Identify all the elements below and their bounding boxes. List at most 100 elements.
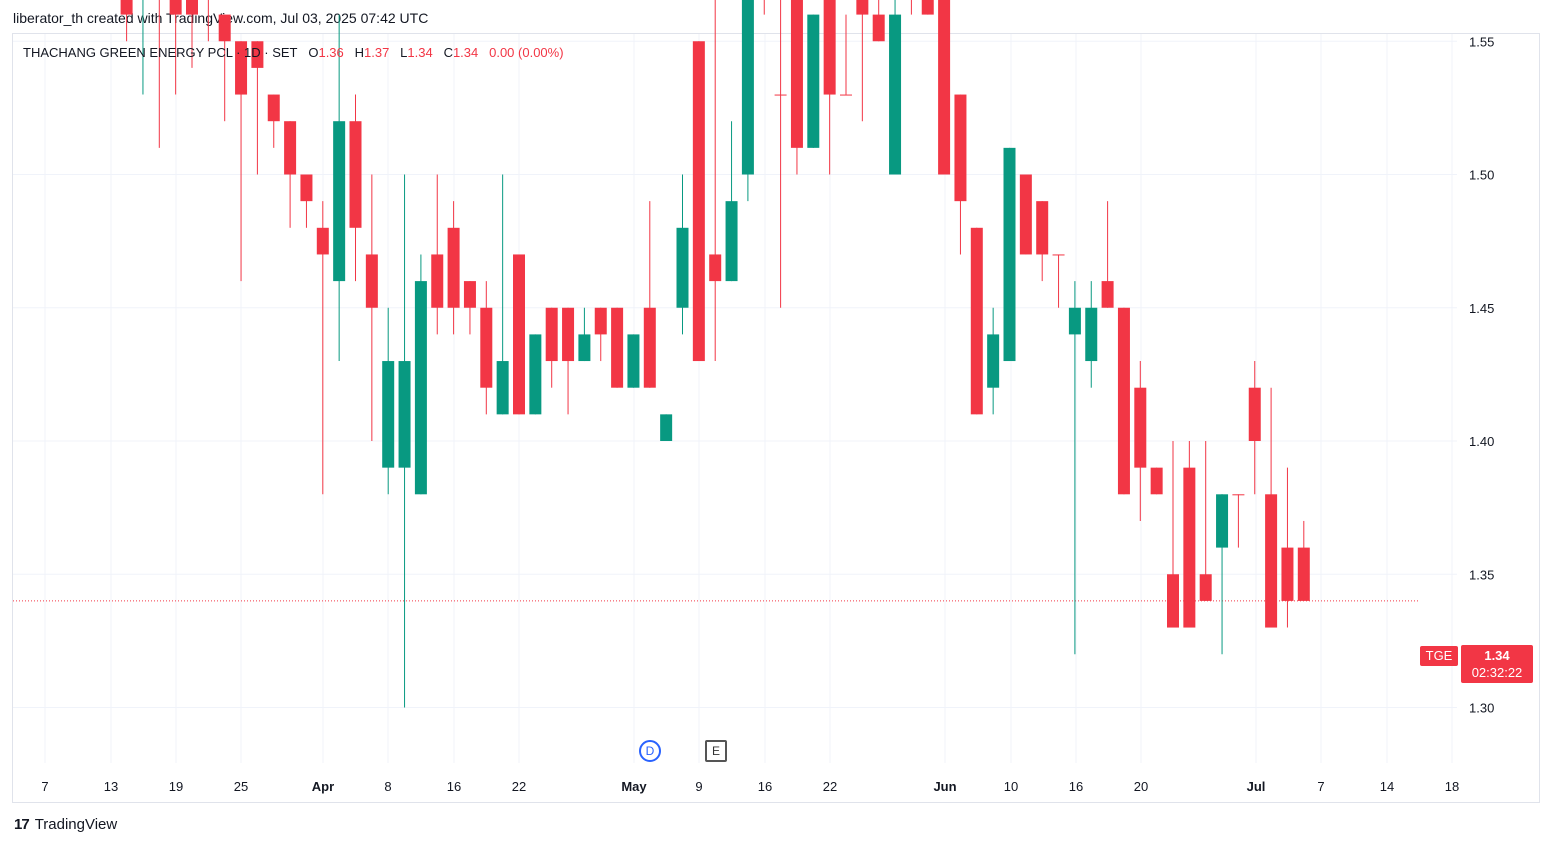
candle-body (676, 227, 689, 308)
candle-body (513, 254, 525, 415)
x-tick-label: Jul (1247, 779, 1266, 794)
candle-body (431, 254, 444, 308)
candle-body (1134, 387, 1147, 468)
y-tick-label: 1.50 (1469, 168, 1494, 183)
candle-body (1248, 387, 1261, 441)
x-tick-label: 8 (384, 779, 391, 794)
earnings-event-icon[interactable]: E (705, 740, 727, 762)
candle-body (921, 0, 934, 15)
candle-body (382, 361, 395, 468)
candle-body (1216, 494, 1229, 548)
tradingview-logo[interactable]: 17 TradingView (14, 816, 117, 833)
candle-body (1265, 494, 1278, 628)
candle-body (627, 334, 640, 388)
candle-body (578, 334, 591, 362)
legend-symbol[interactable]: THACHANG GREEN ENERGY PCL · 1D · SET (23, 45, 298, 60)
y-tick-label: 1.35 (1469, 567, 1494, 582)
legend-close-value: 1.34 (452, 45, 479, 60)
candle-body (1199, 574, 1212, 601)
candle-body (1183, 467, 1196, 628)
ohlc-legend: THACHANG GREEN ENERGY PCL · 1D · SET O1.… (23, 45, 564, 60)
candle-body (594, 307, 607, 335)
candle-body (840, 94, 852, 96)
candle-body (790, 0, 803, 148)
x-tick-label: May (621, 779, 647, 794)
x-tick-label: 18 (1445, 779, 1459, 794)
x-tick-label: 25 (234, 779, 248, 794)
x-tick-label: Jun (933, 779, 956, 794)
x-tick-label: 16 (1069, 779, 1083, 794)
candle-body (120, 0, 133, 15)
candle-body (1281, 547, 1294, 601)
candle-body (643, 307, 656, 388)
candle-body (1003, 147, 1016, 362)
candle-body (447, 227, 460, 308)
candle-body (496, 361, 509, 415)
candle-body (1085, 307, 1098, 362)
candle-body (1167, 574, 1179, 628)
candle-body (235, 41, 248, 95)
legend-low-value: 1.34 (407, 45, 433, 60)
candle-body (872, 14, 885, 42)
candle-body (349, 121, 362, 228)
x-tick-label: 13 (104, 779, 118, 794)
legend-high-value: 1.37 (364, 45, 390, 60)
candle-body (480, 307, 493, 388)
legend-change: 0.00 (0.00%) (489, 45, 564, 60)
candle-body (709, 254, 722, 282)
candle-body (398, 361, 411, 468)
x-tick-label: Apr (312, 779, 334, 794)
y-tick-label: 1.30 (1469, 701, 1494, 716)
candle-body (529, 334, 542, 415)
legend-low-label: L (400, 45, 408, 60)
x-tick-label: 16 (758, 779, 772, 794)
candle-body (365, 254, 378, 308)
legend-close-label: C (443, 45, 453, 60)
x-tick-label: 10 (1004, 779, 1018, 794)
candle-body (692, 41, 705, 362)
candle-body (1101, 281, 1114, 308)
candle-body (1150, 467, 1163, 495)
legend-open-label: O (308, 45, 319, 60)
candle-body (1036, 201, 1049, 255)
candle-body (1052, 254, 1065, 256)
candle-body (562, 307, 575, 362)
dividend-event-icon[interactable]: D (639, 740, 661, 762)
candle-body (1232, 494, 1245, 496)
candle-body (970, 227, 983, 415)
chart-frame (12, 33, 1540, 803)
candle-body (856, 0, 869, 15)
candle-body (251, 41, 264, 68)
candle-body (954, 94, 967, 202)
x-tick-label: 19 (169, 779, 183, 794)
candle-body (1068, 307, 1081, 335)
bar-countdown: 02:32:22 (1471, 665, 1523, 680)
x-tick-label: 14 (1380, 779, 1394, 794)
legend-high-label: H (354, 45, 365, 60)
x-tick-label: 16 (447, 779, 461, 794)
candle-body (333, 121, 346, 282)
candle-body (1117, 307, 1130, 495)
candle-body (186, 0, 198, 15)
candle-body (463, 281, 476, 308)
symbol-price-tag: TGE (1420, 646, 1458, 666)
x-tick-label: 7 (41, 779, 48, 794)
candle-body (414, 281, 427, 495)
candle-body (807, 14, 820, 148)
candle-body (218, 14, 231, 42)
x-tick-label: 20 (1134, 779, 1148, 794)
candle-body (300, 174, 313, 202)
candle-body (774, 94, 787, 96)
candle-body (725, 201, 738, 282)
candle-body (987, 334, 1000, 388)
candle-body (889, 14, 902, 175)
candle-body (284, 121, 297, 175)
candle-body (611, 307, 624, 388)
legend-open-value: 1.36 (318, 45, 344, 60)
y-tick-label: 1.45 (1469, 301, 1494, 316)
candle-body (316, 227, 329, 255)
candle-body (1019, 174, 1032, 255)
candle-body (169, 0, 182, 15)
candle-body (823, 0, 836, 95)
